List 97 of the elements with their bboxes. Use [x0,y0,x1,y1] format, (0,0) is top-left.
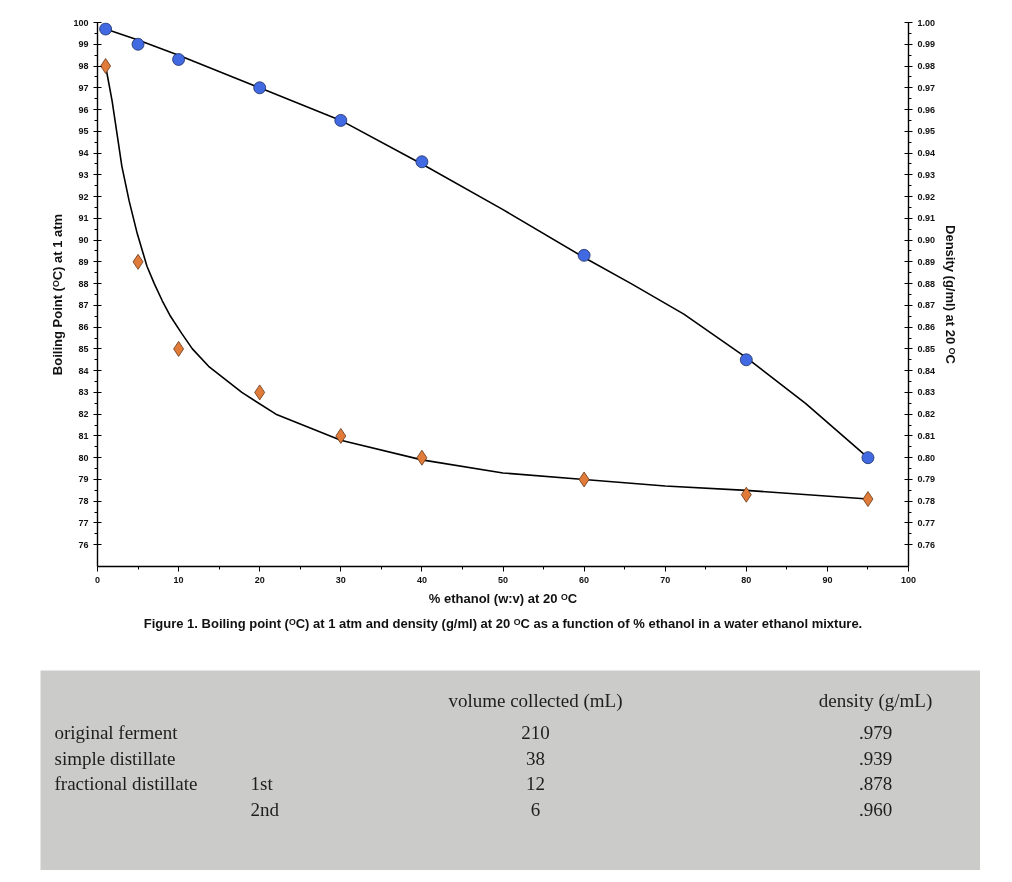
y2-tick-label: 0.94 [917,148,936,159]
text: .939 [858,747,893,769]
y2-tick-label: 0.97 [917,82,936,93]
point [416,449,428,466]
y-tick-label: 95 [78,126,89,137]
y2-tick-label: 0.88 [917,278,936,289]
text: 38 [526,747,545,769]
point [99,22,113,36]
y-tick-label: 97 [78,82,89,93]
text: 6 [530,798,541,820]
y-tick-label: 93 [78,169,89,180]
category-label: original ferment [54,722,178,743]
y-tick-label: 76 [78,539,89,550]
point [253,81,267,95]
y2-tick-label: 0.86 [917,322,936,333]
y2-tick-label: 0.83 [917,387,936,398]
point [131,37,145,51]
y2-axis-title: Density (g/ml) at 20 ᴼC [943,225,959,365]
point [577,248,591,262]
y2-tick-label: 0.98 [917,61,936,72]
text: .960 [858,798,893,820]
category-label: 1st [250,773,273,794]
caption: Figure 1. Boiling point (ᴼC) at 1 atm and density (g/ml) at 20 ᴼC as a function of % ethanol in a water ethanol mixture. [143,615,863,631]
y-tick-label: 86 [78,322,89,333]
y-tick-label: 99 [78,39,89,50]
x-tick-label: 80 [741,574,752,585]
text: .878 [858,773,893,794]
x-tick-label: 0 [95,574,101,585]
x-tick-label: 20 [254,574,265,585]
y2-tick-label: 0.91 [917,213,936,224]
text: 12 [526,773,545,794]
y-tick-label: 88 [78,278,89,289]
y2-tick-label: 0.95 [917,126,936,137]
y2-tick-label: 0.79 [917,474,936,485]
y-tick-label: 85 [78,343,89,354]
y2-tick-label: 0.99 [917,39,936,50]
y2-tick-label: 0.76 [917,539,936,550]
y-tick-label: 90 [78,235,89,246]
text: 210 [521,722,550,743]
y2-tick-label: 0.77 [917,517,936,528]
y2-tick-label: 0.81 [917,430,936,441]
x-axis-title: % ethanol (w:v) at 20 ᴼC [428,590,578,606]
y2-tick-label: 0.90 [917,235,936,246]
point [254,384,266,401]
y-tick-label: 92 [78,191,89,202]
x-tick-label: 100 [900,574,917,585]
y2-tick-label: 0.93 [917,169,936,180]
y-tick-label: 96 [78,104,89,115]
y-tick-label: 83 [78,387,89,398]
point [100,58,112,74]
point [862,491,874,507]
y2-tick-label: 0.92 [917,191,936,202]
point [578,471,590,488]
y-tick-label: 98 [78,61,89,72]
y2-tick-label: 0.82 [917,409,936,420]
y-tick-label: 81 [78,430,89,441]
category-label: 2nd [250,798,279,820]
point [740,486,752,503]
point [172,53,185,66]
y-tick-label: 94 [78,148,89,159]
y2-tick-label: 0.84 [917,365,936,376]
point [415,155,429,169]
x-tick-label: 70 [660,574,671,585]
y-axis-title: Boiling Point (ᴼC) at 1 atm [50,213,66,376]
y2-tick-label: 0.78 [917,496,936,507]
point [335,428,347,444]
y-tick-label: 77 [78,517,89,528]
y-tick-label: 80 [78,452,89,463]
y2-tick-label: 0.89 [917,256,936,267]
text: .979 [858,722,893,743]
y2-tick-label: 1.00 [917,17,936,28]
x-tick-label: 60 [579,574,590,585]
point [861,451,875,465]
category-label: density (g/mL) [818,690,933,712]
x-tick-label: 30 [335,574,346,585]
y-tick-label: 100 [73,17,89,28]
category-label: volume collected (mL) [448,690,623,712]
y-tick-label: 87 [78,300,89,311]
y-tick-label: 84 [78,365,89,376]
point [739,353,753,367]
point [132,253,144,270]
y2-tick-label: 0.80 [917,452,936,463]
y2-tick-label: 0.85 [917,343,936,354]
y2-tick-label: 0.96 [917,104,936,115]
category-label: simple distillate [54,747,176,769]
y-tick-label: 78 [78,496,89,507]
y-tick-label: 91 [78,213,89,224]
x-tick-label: 10 [173,574,184,585]
y-tick-label: 82 [78,409,89,420]
category-label: fractional distillate [54,773,198,794]
x-tick-label: 90 [822,574,833,585]
x-tick-label: 40 [416,574,427,585]
y2-tick-label: 0.87 [917,300,936,311]
y-tick-label: 79 [78,474,89,485]
y-tick-label: 89 [78,256,89,267]
x-tick-label: 50 [497,574,509,585]
point [334,114,348,127]
